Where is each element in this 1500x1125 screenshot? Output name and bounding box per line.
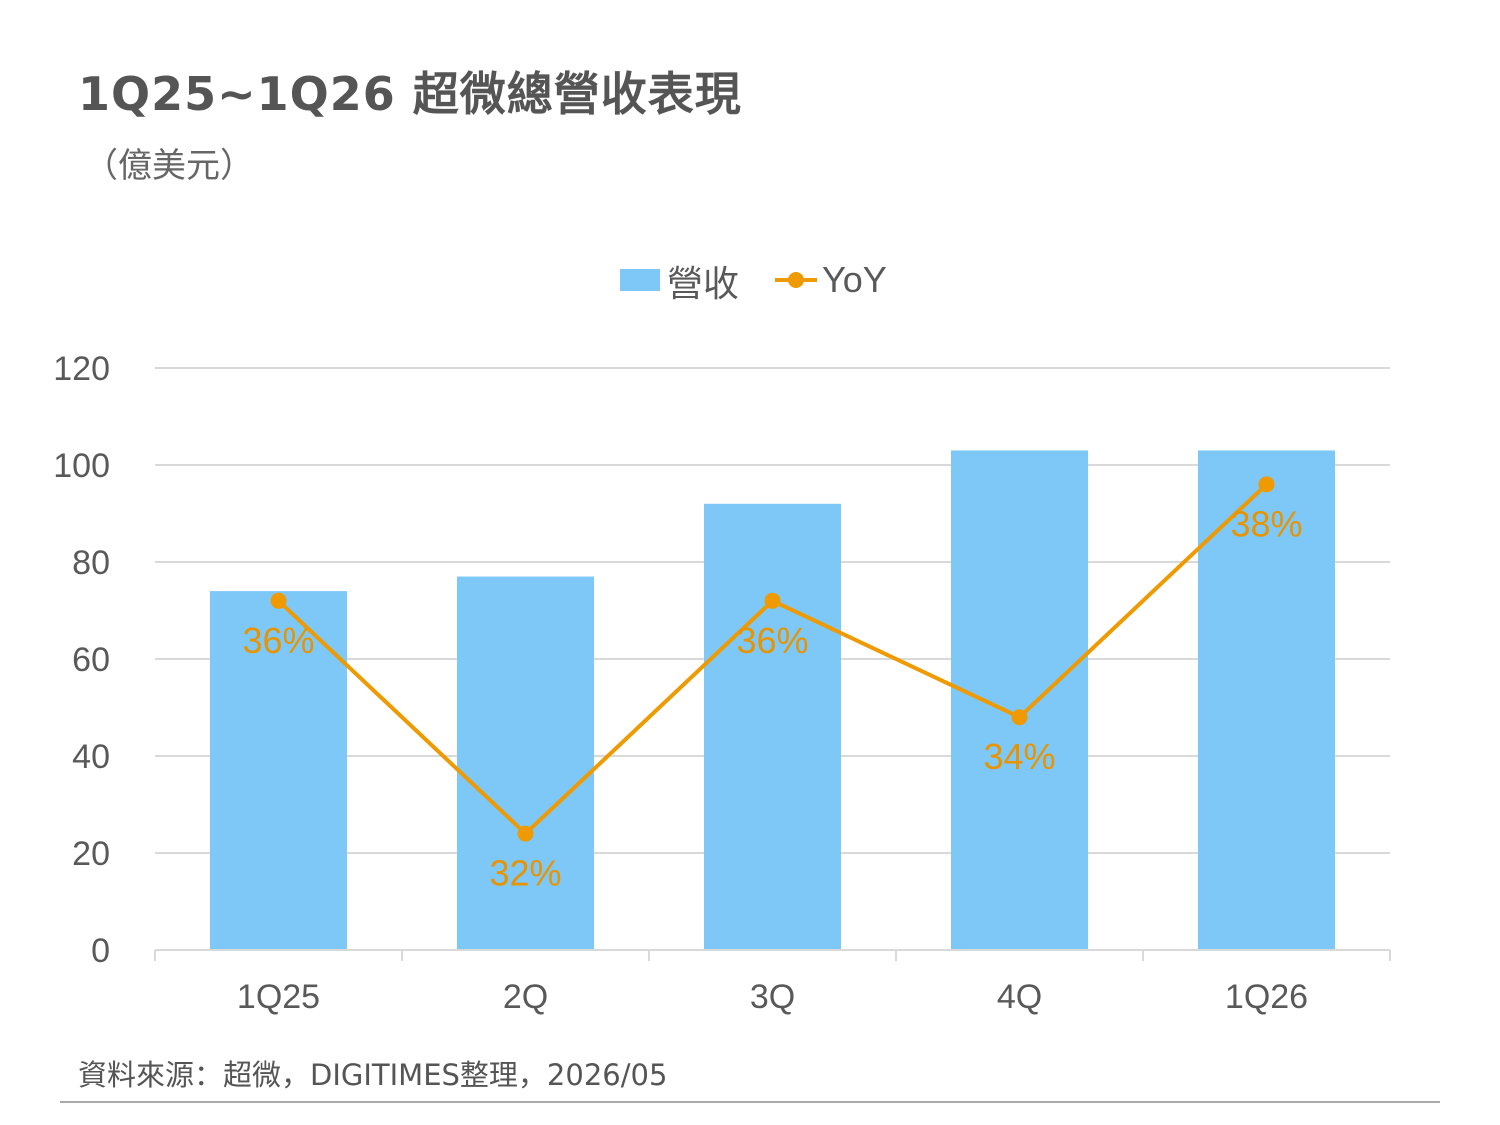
bar	[210, 591, 347, 950]
y-tick-label: 20	[72, 835, 110, 873]
source-note: 資料來源：超微，DIGITIMES整理，2026/05	[78, 1058, 668, 1092]
yoy-point	[764, 592, 781, 609]
x-tick-label: 2Q	[503, 978, 548, 1016]
y-tick-label: 100	[53, 447, 110, 485]
yoy-data-label: 36%	[242, 620, 314, 661]
yoy-data-label: 38%	[1230, 503, 1302, 544]
legend-bar-swatch	[620, 269, 660, 291]
yoy-point	[1011, 709, 1028, 726]
yoy-point	[1258, 476, 1275, 493]
bar	[457, 576, 594, 950]
x-tick-label: 1Q25	[237, 978, 320, 1016]
legend-bar-label: 營收	[667, 264, 739, 305]
x-tick-label: 1Q26	[1225, 978, 1308, 1016]
yoy-data-label: 34%	[983, 736, 1055, 777]
x-tick-label: 3Q	[750, 978, 795, 1016]
bar	[951, 450, 1088, 950]
bar-series	[210, 450, 1335, 950]
chart-title: 1Q25~1Q26 超微總營收表現	[78, 67, 742, 121]
legend: 營收 YoY	[620, 259, 887, 305]
yoy-series: 36% 32% 36% 34% 38%	[242, 476, 1303, 894]
yoy-data-label: 36%	[736, 620, 808, 661]
y-tick-label: 40	[72, 738, 110, 776]
y-tick-label: 80	[72, 544, 110, 582]
x-tick-labels: 1Q25 2Q 3Q 4Q 1Q26	[237, 978, 1308, 1016]
legend-line-label: YoY	[822, 259, 887, 300]
bar	[1198, 450, 1335, 950]
y-tick-label: 60	[72, 641, 110, 679]
y-tick-label: 0	[91, 932, 110, 970]
footer-divider	[60, 1101, 1440, 1103]
yoy-point	[517, 825, 534, 842]
y-axis: 0 20 40 60 80 100 120	[53, 350, 110, 970]
legend-line-marker	[788, 272, 804, 288]
unit-label: （億美元）	[84, 146, 254, 186]
y-tick-label: 120	[53, 350, 110, 388]
bar	[704, 503, 841, 950]
yoy-data-label: 32%	[489, 853, 561, 894]
x-tick-label: 4Q	[997, 978, 1042, 1016]
yoy-point	[270, 592, 287, 609]
x-axis	[154, 949, 1391, 961]
